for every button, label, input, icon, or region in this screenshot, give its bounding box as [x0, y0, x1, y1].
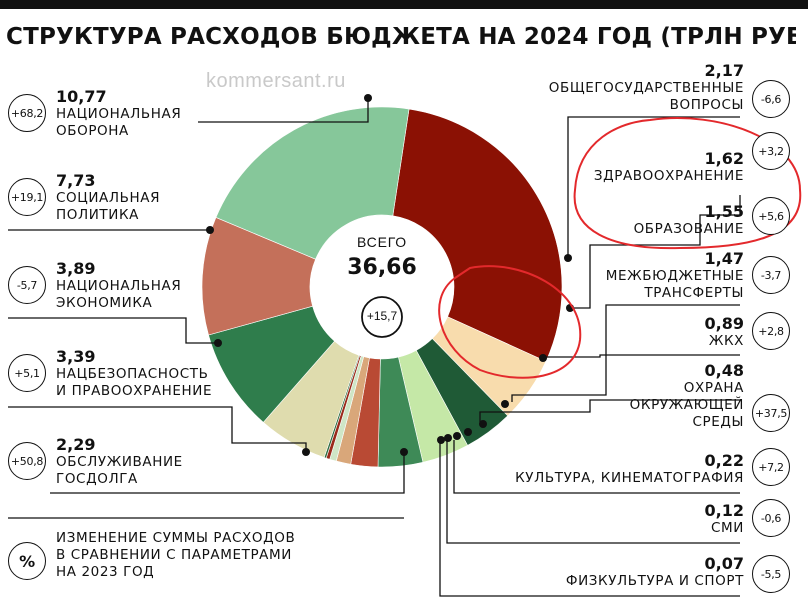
dot-economy [214, 339, 222, 347]
name: СОЦИАЛЬНАЯ ПОЛИТИКА [56, 190, 161, 223]
leader-debt [50, 452, 405, 494]
dot-debt [400, 448, 408, 456]
red-annotation-circle-center [438, 265, 582, 379]
value: 1,47 [704, 249, 744, 268]
chart-title: СТРУКТУРА РАСХОДОВ БЮДЖЕТА НА 2024 ГОД (… [6, 24, 796, 50]
change-badge-culture: +7,2 [752, 448, 790, 486]
change-badge-health: +3,2 [752, 132, 790, 170]
leader-economy [8, 317, 218, 344]
leader-housing [545, 354, 740, 358]
dot-housing [479, 420, 487, 428]
leader-general [567, 116, 740, 258]
value: 1,55 [704, 202, 744, 221]
total-badge-circle [361, 296, 403, 338]
change-badge: +19,1 [8, 178, 46, 216]
watermark: kommersant.ru [206, 70, 346, 92]
dot-social [206, 226, 214, 234]
leader-culture [453, 440, 740, 494]
value: 2,17 [704, 61, 744, 80]
leader-media [446, 440, 740, 544]
value: 2,29 [56, 435, 96, 454]
leader-security [8, 406, 307, 452]
name: МЕЖБЮДЖЕТНЫЕ ТРАНСФЕРТЫ [605, 268, 744, 301]
change-badge: +5,1 [8, 354, 46, 392]
name: ОБЩЕГОСУДАРСТВЕННЫЕ ВОПРОСЫ [548, 80, 744, 113]
value: 3,39 [56, 347, 96, 366]
value: 0,22 [704, 451, 744, 470]
change-badge-ecology: +37,5 [752, 394, 790, 432]
dot-sport [437, 436, 445, 444]
value: 1,62 [704, 149, 744, 168]
dot-education [539, 354, 547, 362]
total-change: +15,7 [366, 309, 398, 323]
change-badge: -5,7 [8, 266, 46, 304]
change-badge: +50,8 [8, 442, 46, 480]
dot-defense [364, 94, 372, 102]
slice-1 [392, 108, 563, 362]
name: ФИЗКУЛЬТУРА И СПОРТ [565, 573, 744, 589]
leader-defense [198, 98, 369, 123]
value: 0,89 [704, 314, 744, 333]
dot-security [302, 448, 310, 456]
value: 0,48 [704, 361, 744, 380]
name: НАЦБЕЗОПАСНОСТЬ И ПРАВООХРАНЕНИЕ [56, 366, 213, 399]
value: 7,73 [56, 171, 96, 190]
name: СМИ [711, 520, 744, 536]
percent-icon: % [8, 542, 46, 580]
name: КУЛЬТУРА, КИНЕМАТОГРАФИЯ [515, 470, 744, 486]
label-housing: 0,89 ЖКХ [705, 315, 744, 350]
name: ОБРАЗОВАНИЕ [633, 221, 744, 237]
name: ЖКХ [708, 333, 744, 349]
change-badge-media: -0,6 [752, 499, 790, 537]
total-label: ВСЕГО [356, 234, 407, 250]
label-culture: 0,22 КУЛЬТУРА, КИНЕМАТОГРАФИЯ [515, 452, 744, 487]
change-badge: +68,2 [8, 94, 46, 132]
slice-14 [215, 106, 410, 260]
name: ЗДРАВООХРАНЕНИЕ [593, 168, 744, 184]
label-ecology: 0,48 ОХРАНА ОКРУЖАЮЩЕЙ СРЕДЫ [630, 362, 744, 431]
top-rule [0, 0, 808, 9]
value: 0,12 [704, 501, 744, 520]
change-badge-general: -6,6 [752, 80, 790, 118]
change-badge-housing: +2,8 [752, 312, 790, 350]
label-health: 1,62 ЗДРАВООХРАНЕНИЕ [594, 150, 744, 185]
change-badge-sport: -5,5 [752, 555, 790, 593]
legend-note-text: ИЗМЕНЕНИЕ СУММЫ РАСХОДОВ В СРАВНЕНИИ С П… [56, 530, 296, 580]
leader-health [570, 195, 741, 309]
dot-transfers [501, 400, 509, 408]
dot-culture [453, 432, 461, 440]
name: ОХРАНА ОКРУЖАЮЩЕЙ СРЕДЫ [629, 380, 744, 430]
dot-ecology [464, 428, 472, 436]
change-badge-transfers: -3,7 [752, 256, 790, 294]
name: НАЦИОНАЛЬНАЯ ЭКОНОМИКА [56, 278, 182, 311]
name: НАЦИОНАЛЬНАЯ ОБОРОНА [56, 106, 182, 139]
total-value: 36,66 [347, 255, 417, 280]
label-transfers: 1,47 МЕЖБЮДЖЕТНЫЕ ТРАНСФЕРТЫ [606, 250, 744, 302]
label-sport: 0,07 ФИЗКУЛЬТУРА И СПОРТ [566, 555, 744, 590]
value: 10,77 [56, 87, 107, 106]
label-general: 2,17 ОБЩЕГОСУДАРСТВЕННЫЕ ВОПРОСЫ [549, 62, 744, 114]
name: ОБСЛУЖИВАНИЕ ГОСДОЛГА [56, 454, 183, 487]
dot-media [444, 434, 452, 442]
value: 3,89 [56, 259, 96, 278]
leader-sport [439, 440, 740, 597]
leader-ecology [479, 399, 740, 422]
change-badge-education: +5,6 [752, 197, 790, 235]
dot-general [564, 254, 572, 262]
label-media: 0,12 СМИ [705, 502, 744, 537]
value: 0,07 [704, 554, 744, 573]
leader-transfers [511, 304, 740, 402]
label-education: 1,55 ОБРАЗОВАНИЕ [634, 203, 744, 238]
